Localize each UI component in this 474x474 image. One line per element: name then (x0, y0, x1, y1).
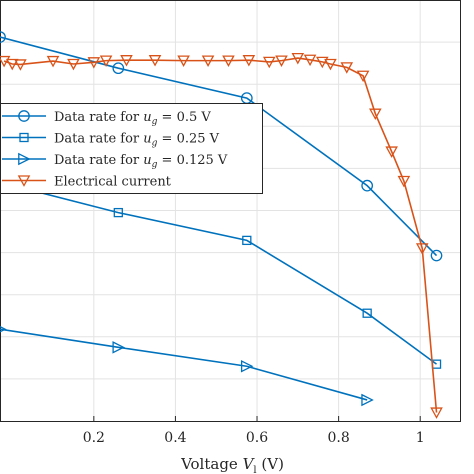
data-point-3-17 (315, 56, 329, 69)
data-point-3-8 (148, 55, 162, 67)
data-point-3-16 (303, 54, 317, 67)
x-tick-label-1: 0.4 (164, 430, 186, 446)
data-point-3-24 (415, 243, 429, 255)
data-point-3-7 (120, 55, 133, 67)
data-point-0-3 (361, 179, 374, 192)
legend-item-0: Data rate for ug = 0.5 V (2, 110, 211, 127)
legend-label-2: Data rate for ug = 0.125 V (54, 153, 228, 170)
legend-item-2: Data rate for ug = 0.125 V (2, 152, 228, 170)
x-tick-label-3: 0.8 (327, 430, 349, 446)
legend-marker-3 (17, 175, 31, 187)
x-tick-label-2: 0.6 (246, 430, 268, 446)
series-layer (0, 31, 443, 419)
data-point-3-21 (369, 108, 382, 121)
legend-box (0, 103, 263, 194)
data-point-3-18 (324, 58, 337, 71)
data-point-3-9 (177, 55, 190, 67)
series-line-0 (0, 36, 438, 257)
series-line-1 (0, 181, 437, 365)
data-point-3-10 (201, 55, 215, 67)
legend-label-1: Data rate for ug = 0.25 V (54, 132, 220, 149)
data-point-3-25 (430, 407, 443, 419)
x-axis-ticks: 0.2 0.4 0.6 0.8 1 (83, 416, 425, 446)
data-point-0-4 (430, 249, 443, 262)
x-tick-label-0: 0.2 (83, 430, 105, 446)
data-point-3-2 (14, 59, 27, 71)
legend-item-1: Data rate for ug = 0.25 V (2, 132, 220, 149)
legend-marker-0 (18, 110, 30, 122)
legend-item-3: Electrical current (2, 175, 172, 190)
series-3 (0, 52, 443, 419)
data-point-3-5 (87, 57, 101, 69)
data-point-2-1 (112, 341, 125, 354)
legend-marker-1 (19, 132, 29, 143)
data-point-3-1 (5, 58, 19, 71)
data-point-3-12 (242, 55, 256, 67)
data-point-2-2 (240, 360, 254, 373)
legend-label-0: Data rate for ug = 0.5 V (54, 110, 211, 127)
series-2 (0, 325, 374, 407)
data-point-3-22 (385, 146, 398, 158)
data-point-3-20 (356, 70, 370, 83)
data-point-0-1 (112, 62, 125, 75)
data-point-3-11 (222, 55, 235, 67)
data-point-3-6 (99, 55, 113, 67)
data-point-3-15 (291, 52, 305, 65)
data-point-3-19 (340, 62, 354, 74)
plot-frame (0, 0, 461, 422)
data-point-1-2 (242, 235, 252, 246)
data-point-3-3 (46, 55, 60, 68)
data-point-3-23 (397, 175, 411, 188)
series-line-2 (0, 328, 368, 401)
data-point-3-14 (275, 55, 288, 67)
legend: Data rate for ug = 0.5 V Data rate for ug… (0, 103, 263, 194)
x-tick-label-4: 1 (416, 430, 425, 446)
legend-label-3: Electrical current (54, 175, 172, 190)
data-point-3-0 (0, 55, 11, 68)
data-point-1-1 (113, 207, 123, 218)
data-point-1-3 (362, 308, 372, 318)
x-axis-label: Voltage Vl (V) (180, 455, 284, 474)
data-point-0-0 (0, 31, 6, 43)
series-0 (0, 31, 443, 262)
data-point-3-13 (262, 56, 276, 69)
data-point-2-3 (361, 393, 374, 407)
legend-marker-2 (18, 152, 31, 166)
data-point-3-4 (67, 58, 80, 71)
